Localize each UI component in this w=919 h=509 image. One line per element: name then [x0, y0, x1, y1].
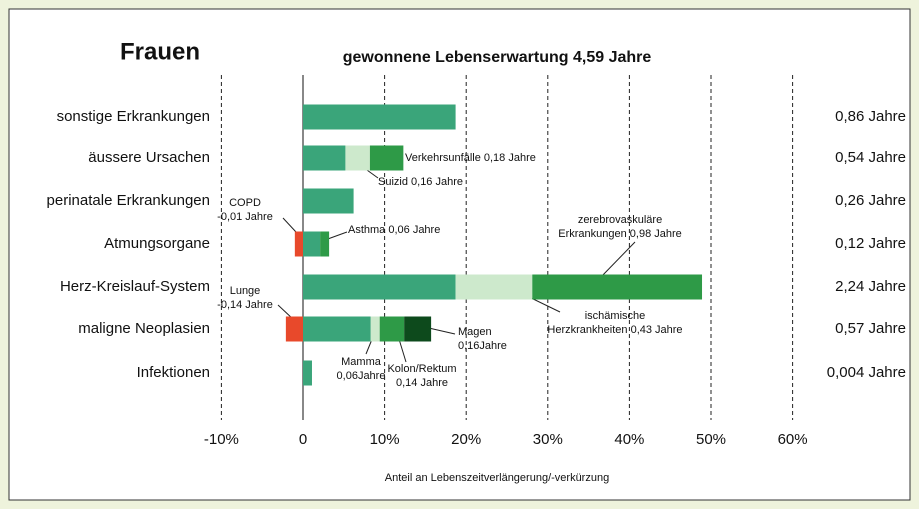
total-label: 0,86 Jahre — [835, 108, 906, 125]
bar-segment — [369, 145, 404, 171]
annotation: Lunge — [230, 285, 261, 297]
total-label: 0,12 Jahre — [835, 235, 906, 252]
category-label: perinatale Erkrankungen — [47, 192, 210, 209]
bar-segment — [404, 316, 432, 342]
x-tick-label: 50% — [696, 431, 726, 448]
total-label: 0,26 Jahre — [835, 192, 906, 209]
category-label: sonstige Erkrankungen — [57, 108, 210, 125]
annotation: 0,16Jahre — [458, 340, 507, 352]
x-tick-label: 60% — [778, 431, 808, 448]
category-label: Infektionen — [137, 364, 210, 381]
bar-segment — [455, 274, 533, 300]
annotation: zerebrovaskuläre — [578, 214, 662, 226]
annotation: 0,14 Jahre — [396, 377, 448, 389]
chart-title: Frauen — [120, 38, 200, 65]
annotation: Magen — [458, 326, 492, 338]
annotation: -0,01 Jahre — [217, 211, 273, 223]
bar-segment — [303, 104, 456, 130]
bar-segment — [303, 316, 371, 342]
total-label: 0,54 Jahre — [835, 149, 906, 166]
annotation: COPD — [229, 197, 261, 209]
x-tick-label: 10% — [370, 431, 400, 448]
total-label: 0,004 Jahre — [827, 364, 906, 381]
bar-segment — [285, 316, 303, 342]
annotation: Kolon/Rektum — [387, 363, 456, 375]
bar-segment — [303, 274, 456, 300]
bar-segment — [320, 231, 330, 257]
category-label: äussere Ursachen — [88, 149, 210, 166]
bar-segment — [532, 274, 703, 300]
bar-segment — [345, 145, 370, 171]
x-tick-label: 40% — [614, 431, 644, 448]
bar-segment — [294, 231, 303, 257]
x-tick-label: -10% — [204, 431, 239, 448]
category-label: Atmungsorgane — [104, 235, 210, 252]
annotation: 0,06Jahre — [337, 370, 386, 382]
annotation: Verkehrsunfälle 0,18 Jahre — [405, 152, 536, 164]
x-axis-label: Anteil an Lebenszeitverlängerung/-verkür… — [385, 472, 609, 484]
category-label: maligne Neoplasien — [78, 320, 210, 337]
annotation: Erkrankungen 0,98 Jahre — [558, 228, 682, 240]
total-label: 2,24 Jahre — [835, 278, 906, 295]
bar-segment — [303, 231, 321, 257]
annotation: ischämische — [585, 310, 646, 322]
x-tick-label: 0 — [299, 431, 307, 448]
x-tick-label: 20% — [451, 431, 481, 448]
bar-segment — [303, 188, 354, 214]
chart-subtitle: gewonnene Lebenserwartung 4,59 Jahre — [343, 49, 652, 66]
annotation: Mamma — [341, 356, 382, 368]
bar-segment — [303, 360, 312, 386]
x-tick-label: 30% — [533, 431, 563, 448]
bar-segment — [379, 316, 405, 342]
annotation: Herzkrankheiten 0,43 Jahre — [547, 324, 682, 336]
annotation: Suizid 0,16 Jahre — [378, 176, 463, 188]
panel — [8, 8, 911, 501]
bar-segment — [370, 316, 380, 342]
total-label: 0,57 Jahre — [835, 320, 906, 337]
annotation: -0,14 Jahre — [217, 299, 273, 311]
bar-segment — [303, 145, 346, 171]
category-label: Herz-Kreislauf-System — [60, 278, 210, 295]
annotation: Asthma 0,06 Jahre — [348, 224, 440, 236]
